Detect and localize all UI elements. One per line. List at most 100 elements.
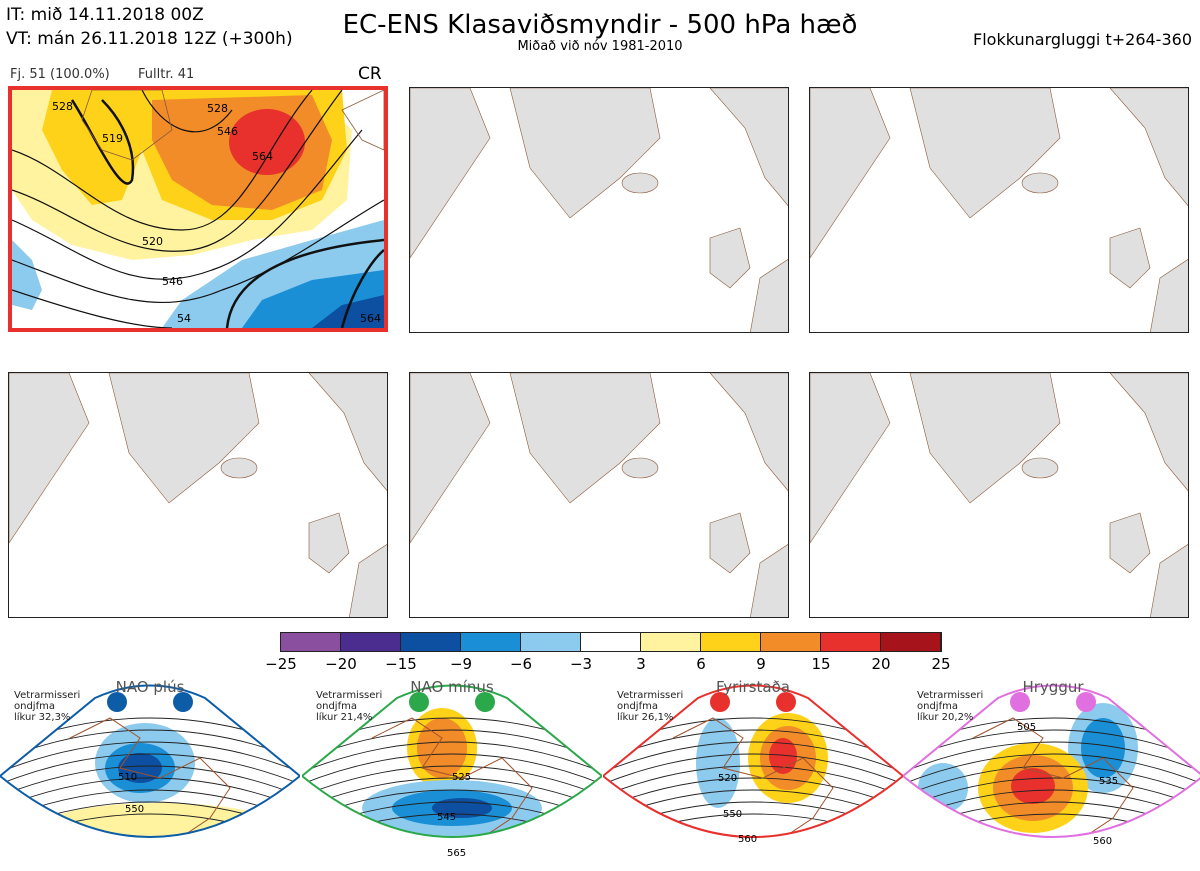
- contour-label: 560: [1093, 836, 1112, 847]
- regime-season: Vetrarmisseri: [917, 690, 984, 701]
- basemap: [410, 373, 788, 617]
- page-title: EC-ENS Klasaviðsmyndir - 500 hPa hæð: [342, 10, 858, 40]
- regime-map: 505 535 560: [903, 684, 1200, 862]
- cluster-map-4[interactable]: [8, 372, 388, 618]
- regime-meta: Vetrarmisseri ondjfma líkur 32,3%: [14, 690, 80, 723]
- colorbar-tick-label: 9: [756, 655, 766, 673]
- cluster-representative: Fulltr. 41: [138, 67, 195, 82]
- contour-label: 520: [142, 235, 163, 248]
- scandinavia-outline: [341, 90, 384, 151]
- contour-label: 535: [1099, 776, 1118, 787]
- cluster-map-2[interactable]: [409, 87, 789, 333]
- regime-prob: líkur 21,4%: [316, 712, 373, 723]
- height-contour: [603, 741, 903, 773]
- height-contour: [603, 729, 903, 761]
- height-contour: [0, 741, 300, 773]
- colorbar-tick-label: −3: [569, 655, 593, 673]
- contour-label: 560: [738, 834, 757, 845]
- contour-label: 528: [207, 102, 228, 115]
- regime-prob: líkur 26,1%: [617, 712, 674, 723]
- colorbar-tick-label: −25: [265, 655, 297, 673]
- height-contour: [903, 741, 1200, 773]
- classification-window: Flokkunargluggi t+264-360: [973, 30, 1192, 49]
- height-contour: [903, 729, 1200, 761]
- regime-meta: Vetrarmisseri ondjfma líkur 26,1%: [617, 690, 683, 723]
- regime-season: Vetrarmisseri: [14, 690, 81, 701]
- basemap: [9, 373, 387, 617]
- colorbar-segment: [881, 633, 941, 651]
- contour-label: 505: [1017, 722, 1036, 733]
- coastline: [371, 717, 533, 837]
- regime-prob: líkur 20,2%: [917, 712, 974, 723]
- regime-border: [0, 684, 300, 838]
- anomaly-lightblue-west: [12, 240, 42, 310]
- contour-label: 550: [723, 809, 742, 820]
- page-subtitle: Miðað við nóv 1981-2010: [517, 39, 683, 54]
- regime-season: Vetrarmisseri: [617, 690, 684, 701]
- height-contour: [0, 765, 300, 797]
- greenland-outline: [81, 90, 173, 161]
- height-contour: [903, 765, 1200, 797]
- regime-title: Fyrirstaða: [716, 678, 790, 696]
- regime-dot: [107, 692, 127, 712]
- colorbar: [280, 632, 942, 652]
- cluster-map-3[interactable]: [809, 87, 1189, 333]
- contour-label: 520: [718, 773, 737, 784]
- regime-panel[interactable]: 505 535 560 Hryggur Vetrarmisseri ondjfma líku…: [903, 678, 1200, 871]
- cluster-map-5[interactable]: [409, 372, 789, 618]
- colorbar-tick-label: 15: [811, 655, 831, 673]
- regime-kind: ondjfma: [617, 701, 658, 712]
- anomaly-area: [1013, 850, 1043, 862]
- colorbar-tick-label: 25: [931, 655, 951, 673]
- regime-panel[interactable]: 525 545 565 NAO mínus Vetrarmisseri ondjfma lí…: [302, 678, 602, 871]
- regime-dot: [1076, 692, 1096, 712]
- contour-label: 525: [452, 772, 471, 783]
- coastline: [69, 717, 231, 837]
- basemap: [410, 88, 788, 332]
- colorbar-segment: [401, 633, 461, 651]
- cluster-map-1[interactable]: 528 519 520 546 564 546 528 54 564: [8, 86, 388, 332]
- regime-panel[interactable]: 510 550 NAO plús Vetrarmisseri ondjfma líkur …: [0, 678, 300, 871]
- colorbar-tick-label: 3: [636, 655, 646, 673]
- colorbar-segment: [761, 633, 821, 651]
- coastline: [672, 717, 834, 837]
- colorbar-segment: [521, 633, 581, 651]
- cluster-members: Fj. 51 (100.0%): [10, 67, 110, 82]
- colorbar-segment: [581, 633, 641, 651]
- regime-dot: [475, 692, 495, 712]
- height-contour: [603, 753, 903, 785]
- regime-panel[interactable]: 520 550 560 Fyrirstaða Vetrarmisseri ondjfma l…: [603, 678, 903, 871]
- regime-dot: [409, 692, 429, 712]
- height-contour: [903, 753, 1200, 785]
- regime-meta: Vetrarmisseri ondjfma líkur 21,4%: [316, 690, 382, 723]
- height-contour: [603, 765, 903, 797]
- height-contour: [0, 777, 300, 809]
- regime-border: [302, 684, 602, 838]
- height-contour: [302, 741, 602, 773]
- colorbar-segment: [281, 633, 341, 651]
- height-contour: [302, 729, 602, 761]
- regime-kind: ondjfma: [917, 701, 958, 712]
- contour-label: 545: [437, 812, 456, 823]
- colorbar-segment: [461, 633, 521, 651]
- contour-label: 519: [102, 132, 123, 145]
- basemap: [810, 373, 1188, 617]
- cluster-map-6[interactable]: [809, 372, 1189, 618]
- regime-kind: ondjfma: [316, 701, 357, 712]
- anomaly-red-core: [229, 109, 305, 175]
- contour-label: 564: [360, 312, 381, 325]
- height-contours: [12, 90, 384, 328]
- regime-dot: [173, 692, 193, 712]
- regime-map: 520 550 560: [603, 684, 903, 845]
- colorbar-tick-label: −9: [449, 655, 473, 673]
- height-contour: [603, 777, 903, 809]
- height-contour: [302, 777, 602, 809]
- cluster-regime-label: CR: [358, 64, 382, 84]
- regime-meta: Vetrarmisseri ondjfma líkur 20,2%: [917, 690, 983, 723]
- contour-label: 564: [252, 150, 273, 163]
- colorbar-tick-label: −6: [509, 655, 533, 673]
- height-contour: [302, 753, 602, 785]
- height-contour: [302, 765, 602, 797]
- colorbar-segment: [821, 633, 881, 651]
- regime-border: [603, 684, 903, 838]
